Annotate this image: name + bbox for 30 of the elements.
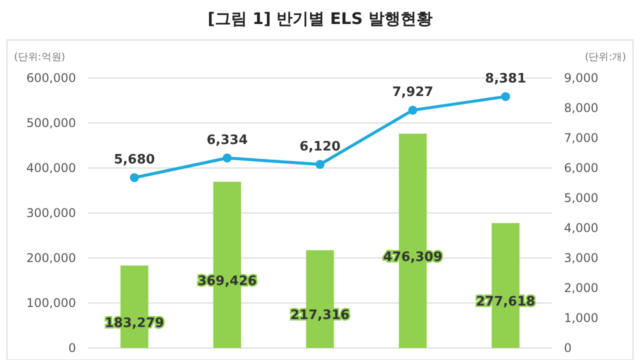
point: [408, 106, 418, 115]
point: [501, 92, 510, 102]
y2-tick-label: 9,000: [564, 71, 598, 85]
y2-tick-label: 8,000: [564, 101, 598, 115]
point: [130, 173, 139, 182]
y-tick-label: 200,000: [26, 251, 76, 265]
y2-tick-label: 1,000: [564, 311, 598, 325]
y2-tick-label: 6,000: [564, 161, 598, 175]
y2-tick-label: 5,000: [564, 191, 598, 205]
y2-tick-label: 7,000: [564, 131, 598, 145]
chart-title: [그림 1] 반기별 ELS 발행현황: [208, 9, 432, 28]
data-label: 6,334: [206, 132, 248, 148]
data-label: 8,381: [485, 72, 526, 87]
y-axis-title: (단위:억원): [14, 52, 66, 63]
point: [222, 153, 232, 162]
y-tick-label: 400,000: [26, 161, 76, 175]
y2-tick-label: 2,000: [564, 281, 598, 295]
y2-axis-title: (단위:개): [584, 52, 626, 63]
y-tick-label: 600,000: [26, 71, 76, 85]
data-label: 5,680: [114, 152, 155, 168]
data-label: 7,927: [392, 85, 434, 100]
y2-tick-label: 3,000: [564, 251, 598, 265]
y2-tick-label: 4,000: [564, 221, 598, 235]
point: [316, 160, 324, 169]
y-tick-label: 500,000: [26, 116, 76, 130]
y2-tick-label: 0: [564, 341, 572, 355]
y-tick-label: 300,000: [26, 206, 76, 220]
y-tick-label: 0: [68, 341, 76, 355]
y-tick-label: 100,000: [26, 296, 76, 310]
data-label: 6,120: [299, 139, 341, 154]
